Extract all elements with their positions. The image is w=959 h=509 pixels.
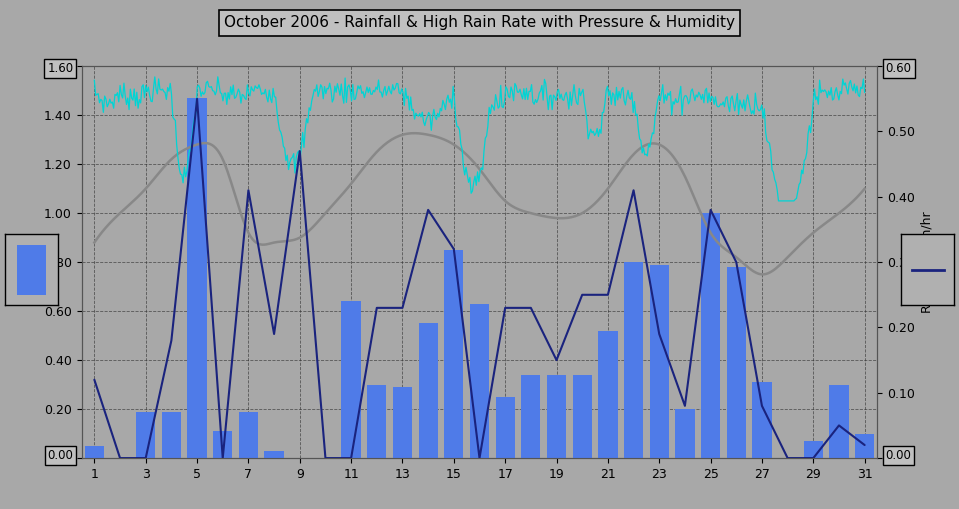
Text: 0.60: 0.60 <box>885 62 912 75</box>
Bar <box>573 375 592 458</box>
Bar <box>701 213 720 458</box>
Y-axis label: Rain Rate - in/hr: Rain Rate - in/hr <box>921 211 934 313</box>
Bar <box>804 441 823 458</box>
Y-axis label: Rain - in: Rain - in <box>25 236 38 288</box>
Bar <box>830 385 849 458</box>
Bar <box>675 409 694 458</box>
Bar <box>16 245 46 295</box>
Text: 0.00: 0.00 <box>886 449 911 462</box>
Bar <box>341 301 361 458</box>
Bar <box>496 397 515 458</box>
Bar <box>727 267 746 458</box>
Bar <box>649 265 668 458</box>
Bar <box>470 304 489 458</box>
Text: October 2006 - Rainfall & High Rain Rate with Pressure & Humidity: October 2006 - Rainfall & High Rain Rate… <box>224 15 735 31</box>
Bar <box>265 451 284 458</box>
Bar <box>752 382 772 458</box>
Bar <box>162 412 181 458</box>
Bar <box>624 262 643 458</box>
Bar <box>418 323 437 458</box>
Text: 0.00: 0.00 <box>48 449 73 462</box>
Bar <box>239 412 258 458</box>
Bar <box>136 412 155 458</box>
Bar <box>522 375 541 458</box>
Bar <box>444 250 463 458</box>
Text: 1.60: 1.60 <box>47 62 74 75</box>
Bar <box>84 446 104 458</box>
Bar <box>598 331 618 458</box>
Bar <box>187 98 207 458</box>
Bar <box>213 431 232 458</box>
Bar <box>855 434 875 458</box>
Bar <box>367 385 386 458</box>
Bar <box>393 387 412 458</box>
Bar <box>547 375 566 458</box>
